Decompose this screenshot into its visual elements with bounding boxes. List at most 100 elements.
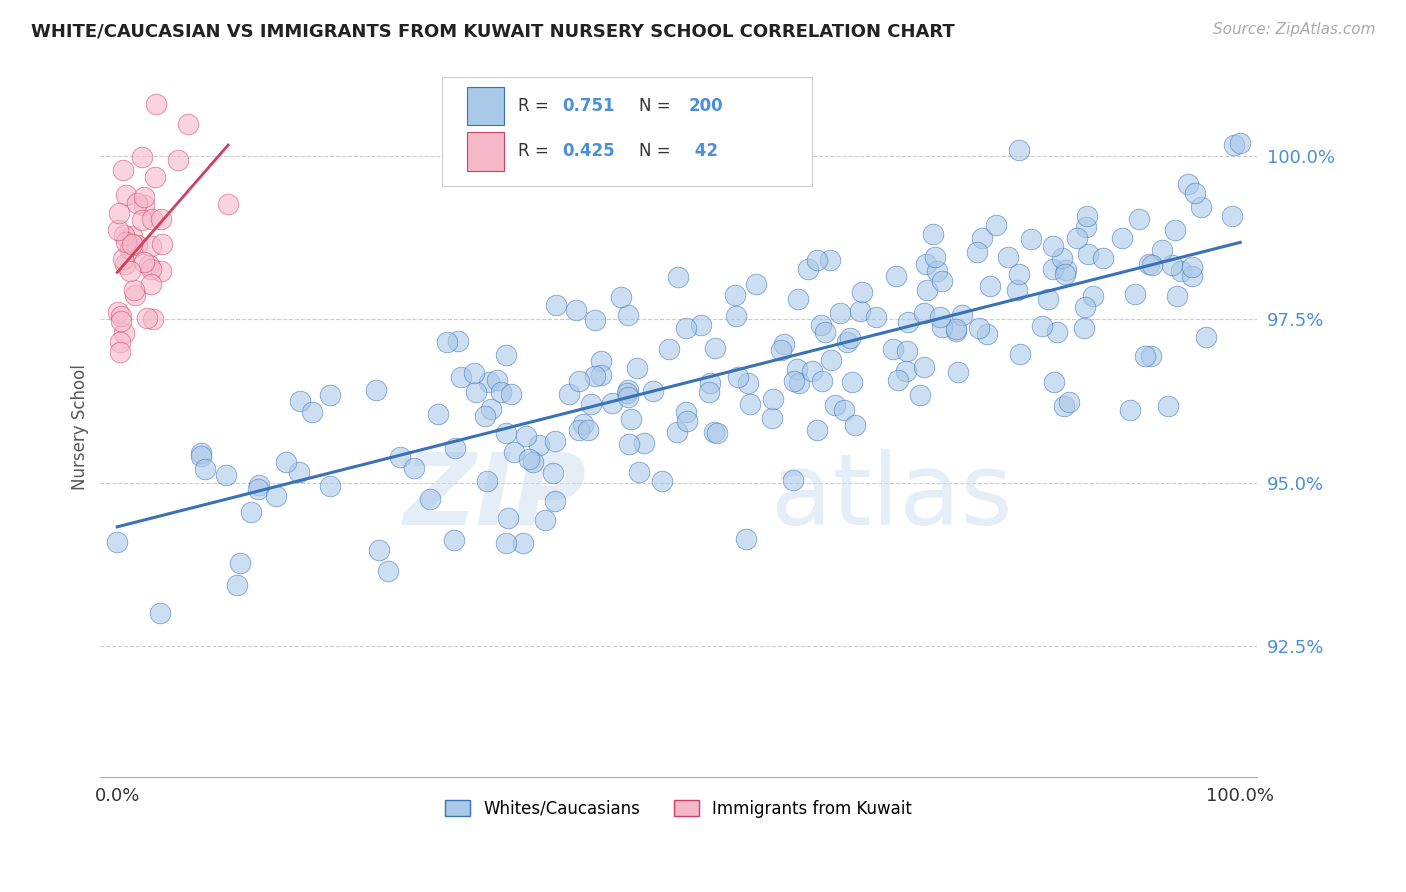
Point (1157, 399, 1180, 413)
Point (927, 264, 949, 278)
Point (1123, 286, 1146, 301)
Point (121, 236, 143, 251)
Point (844, 417, 866, 432)
Point (1133, 349, 1156, 363)
Point (894, 364, 917, 378)
Point (134, 190, 156, 204)
Point (912, 360, 935, 375)
Point (145, 96, 167, 111)
Point (124, 287, 146, 301)
FancyBboxPatch shape (467, 132, 503, 170)
Point (725, 309, 748, 323)
Point (177, 117, 200, 131)
Point (475, 474, 498, 488)
Point (139, 262, 162, 277)
Point (288, 465, 311, 479)
Point (1008, 267, 1031, 281)
Point (111, 252, 134, 267)
Point (489, 384, 512, 399)
Point (465, 385, 488, 400)
Point (110, 310, 132, 324)
Point (886, 268, 908, 283)
Point (443, 533, 465, 548)
Point (783, 374, 806, 388)
Point (745, 277, 768, 291)
Point (616, 386, 638, 401)
Point (928, 310, 950, 324)
Point (966, 245, 988, 260)
Point (811, 374, 834, 388)
Point (782, 473, 804, 487)
Point (762, 392, 785, 407)
Point (1007, 143, 1029, 157)
Point (1091, 251, 1114, 265)
Point (217, 196, 239, 211)
Point (616, 390, 638, 404)
Point (1220, 209, 1243, 223)
Point (495, 536, 517, 550)
Point (1057, 395, 1080, 409)
Point (851, 285, 873, 300)
Point (735, 532, 758, 546)
Point (591, 368, 613, 382)
Point (617, 383, 640, 397)
Point (474, 409, 496, 424)
Point (111, 162, 134, 177)
Point (110, 314, 132, 328)
Point (839, 331, 862, 345)
Point (142, 312, 165, 326)
Point (215, 467, 238, 482)
Point (166, 153, 188, 168)
Point (1042, 239, 1064, 253)
Point (1073, 321, 1095, 335)
Point (641, 384, 664, 398)
Point (479, 401, 502, 416)
Text: Source: ZipAtlas.com: Source: ZipAtlas.com (1212, 22, 1375, 37)
Point (1007, 284, 1029, 298)
Point (114, 257, 136, 271)
Point (143, 169, 166, 184)
Point (806, 424, 828, 438)
Point (498, 511, 520, 525)
Point (626, 361, 648, 376)
Point (841, 375, 863, 389)
Point (319, 388, 342, 402)
Point (495, 426, 517, 441)
Point (1019, 232, 1042, 246)
Point (620, 411, 643, 425)
Point (1042, 261, 1064, 276)
Point (706, 426, 728, 441)
Point (131, 150, 153, 164)
Point (150, 212, 173, 227)
Point (675, 405, 697, 419)
Point (533, 513, 555, 527)
Text: WHITE/CAUCASIAN VS IMMIGRANTS FROM KUWAIT NURSERY SCHOOL CORRELATION CHART: WHITE/CAUCASIAN VS IMMIGRANTS FROM KUWAI… (31, 22, 955, 40)
Point (486, 373, 509, 387)
Point (121, 229, 143, 244)
Point (1150, 243, 1173, 257)
Point (820, 352, 842, 367)
Point (139, 238, 162, 252)
Point (979, 278, 1001, 293)
Point (426, 407, 449, 421)
Point (972, 231, 994, 245)
Point (665, 425, 688, 440)
Point (565, 302, 588, 317)
Point (697, 384, 720, 399)
Point (769, 343, 792, 357)
Point (107, 205, 129, 219)
Point (1184, 186, 1206, 200)
Point (543, 494, 565, 508)
Point (127, 196, 149, 211)
Point (945, 322, 967, 336)
Point (1170, 263, 1192, 277)
Point (818, 252, 841, 267)
Point (797, 261, 820, 276)
Point (865, 310, 887, 325)
Point (572, 417, 595, 431)
Point (917, 283, 939, 297)
Point (240, 505, 263, 519)
Point (107, 305, 129, 319)
Point (139, 277, 162, 292)
Point (377, 565, 399, 579)
